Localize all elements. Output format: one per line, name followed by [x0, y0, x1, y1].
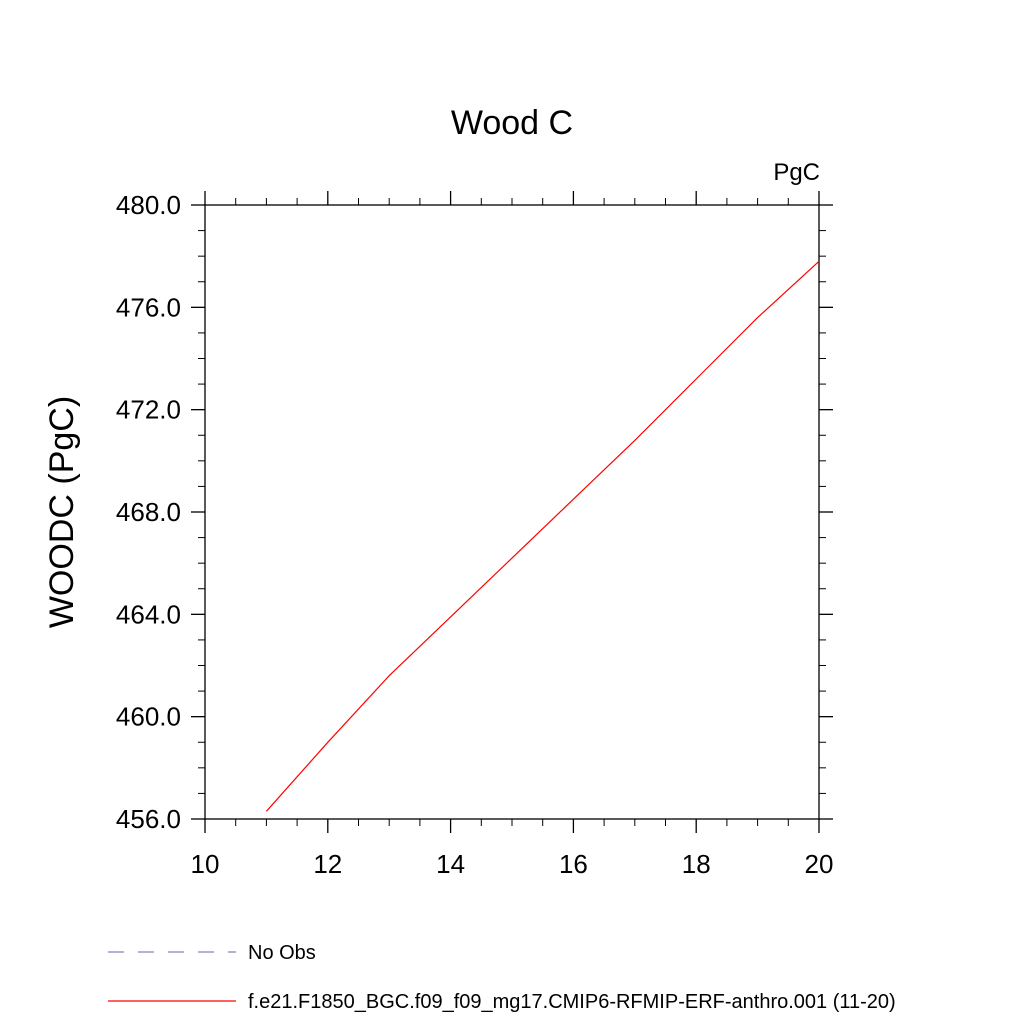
legend: No Obs f.e21.F1850_BGC.f09_f09_mg17.CMIP6… — [108, 942, 896, 1013]
units-label: PgC — [773, 159, 820, 186]
y-axis-label: WOODC (PgC) — [43, 396, 81, 628]
y-tick-labels: 456.0 460.0 464.0 468.0 472.0 476.0 480.0 — [116, 190, 181, 834]
axis-ticks — [191, 191, 833, 833]
plot-frame — [204, 204, 820, 820]
x-tick-label: 10 — [191, 849, 220, 879]
legend-label: f.e21.F1850_BGC.f09_f09_mg17.CMIP6-RFMIP… — [248, 991, 896, 1013]
x-tick-label: 18 — [682, 849, 711, 879]
x-tick-label: 16 — [559, 849, 588, 879]
y-tick-label: 468.0 — [116, 497, 181, 527]
y-tick-label: 464.0 — [116, 599, 181, 629]
y-tick-label: 472.0 — [116, 395, 181, 425]
x-tick-labels: 10 12 14 16 18 20 — [191, 849, 834, 879]
x-tick-label: 20 — [805, 849, 834, 879]
x-tick-label: 14 — [436, 849, 465, 879]
y-tick-label: 480.0 — [116, 190, 181, 220]
chart-title: Wood C — [451, 104, 573, 142]
y-tick-label: 456.0 — [116, 804, 181, 834]
y-tick-label: 460.0 — [116, 702, 181, 732]
series-layer — [265, 260, 820, 812]
series-line — [265, 260, 820, 812]
x-tick-label: 12 — [313, 849, 342, 879]
y-tick-label: 476.0 — [116, 292, 181, 322]
legend-label: No Obs — [248, 942, 316, 964]
